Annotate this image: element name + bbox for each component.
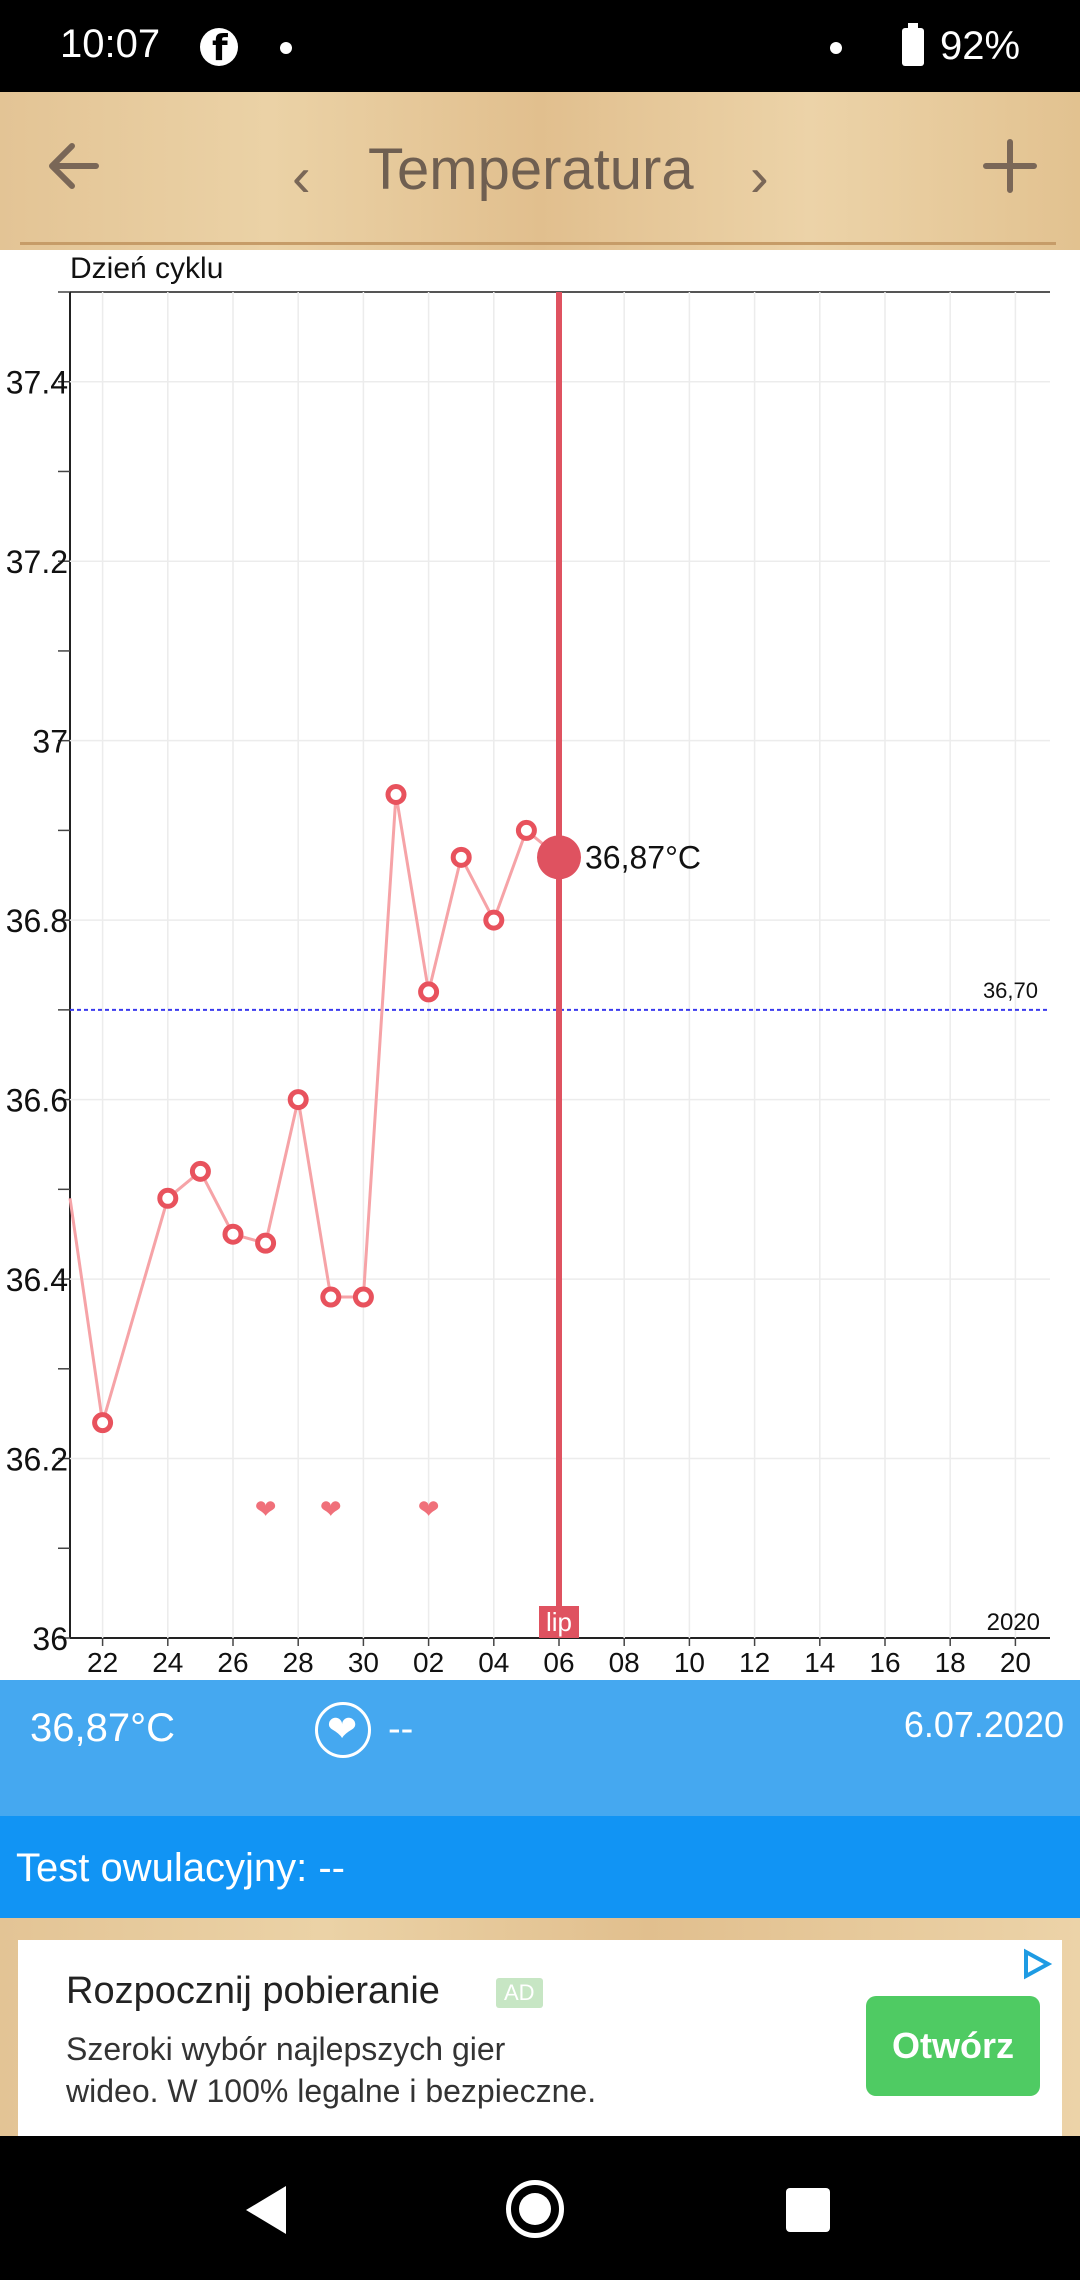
y-tick-label: 37	[32, 724, 68, 760]
ad-description: Szeroki wybór najlepszych gier wideo. W …	[66, 2031, 597, 2109]
x-tick-label: 26	[217, 1647, 248, 1678]
chart-top-label: Dzień cyklu	[70, 252, 223, 285]
temperature-series-line	[68, 794, 560, 1424]
x-tick-label: 20	[1000, 1647, 1031, 1678]
x-tick-label: 24	[152, 1647, 183, 1678]
y-tick-label: 37.4	[6, 365, 68, 401]
temperature-point	[483, 909, 505, 931]
x-tick-label: 12	[739, 1647, 770, 1678]
heart-circle-icon: ❤	[315, 1702, 371, 1758]
y-tick-label: 36.6	[6, 1083, 68, 1119]
page-title: Temperatura	[368, 137, 694, 202]
intercourse-heart-icon: ❤	[418, 1494, 440, 1524]
prev-chevron-icon[interactable]: ‹	[292, 145, 311, 208]
back-arrow-icon[interactable]	[44, 136, 104, 196]
status-time: 10:07	[60, 22, 161, 66]
ad-title: Rozpocznij pobieranie	[66, 1970, 440, 2012]
y-tick-label: 36.8	[6, 903, 68, 939]
temperature-point	[92, 1412, 114, 1434]
y-tick-label: 36	[32, 1621, 68, 1657]
cover-line-label: 36,70	[983, 978, 1038, 1003]
temperature-point	[222, 1223, 244, 1245]
add-icon[interactable]	[980, 136, 1040, 196]
signal-dot-icon	[830, 42, 842, 54]
battery-percent: 92%	[940, 24, 1021, 68]
x-tick-label: 30	[348, 1647, 379, 1678]
ad-card[interactable]: Rozpocznij pobieranie AD Szeroki wybór n…	[18, 1940, 1062, 2136]
ad-open-button[interactable]: Otwórz	[866, 1996, 1040, 2096]
temperature-point	[515, 819, 537, 841]
temperature-point	[320, 1286, 342, 1308]
x-tick-label: 08	[609, 1647, 640, 1678]
nav-home-icon[interactable]	[506, 2180, 564, 2238]
y-tick-label: 37.2	[6, 544, 68, 580]
x-tick-label: 18	[935, 1647, 966, 1678]
selected-day-info-bar[interactable]: 36,87°C ❤ -- 6.07.2020	[0, 1680, 1080, 1816]
ad-badge: AD	[496, 1978, 543, 2008]
selected-date: 6.07.2020	[903, 1704, 1064, 1745]
x-tick-label: 06	[543, 1647, 574, 1678]
ovulation-test-bar[interactable]: Test owulacyjny: --	[0, 1816, 1080, 1918]
temperature-point	[287, 1089, 309, 1111]
intimacy-value: --	[388, 1708, 414, 1750]
ovulation-test-text: Test owulacyjny: --	[16, 1846, 345, 1890]
adchoices-icon[interactable]	[1018, 1946, 1054, 1982]
x-tick-label: 10	[674, 1647, 705, 1678]
notification-dot-icon	[280, 42, 292, 54]
nav-recents-icon[interactable]	[786, 2188, 830, 2232]
ad-banner-container: Rozpocznij pobieranie AD Szeroki wybór n…	[0, 1918, 1080, 2136]
temperature-point	[352, 1286, 374, 1308]
temperature-point	[450, 846, 472, 868]
selected-month-label: lip	[546, 1607, 572, 1637]
intercourse-heart-icon: ❤	[320, 1494, 342, 1524]
selected-month-tag	[539, 1606, 579, 1638]
x-tick-label: 28	[283, 1647, 314, 1678]
x-tick-label: 04	[478, 1647, 509, 1678]
facebook-icon: f	[200, 28, 238, 69]
chart-svg[interactable]: Dzień cyklu 36 36.2 36.4 36.6 36.8 37 37.2 37.4…	[0, 250, 1080, 1680]
x-tick-label: 14	[804, 1647, 835, 1678]
temperature-chart[interactable]: Dzień cyklu 36 36.2 36.4 36.6 36.8 37 37.2 37.4…	[0, 250, 1080, 1680]
selected-point-label: 36,87°C	[585, 839, 701, 875]
app-header: ‹ Temperatura ›	[0, 92, 1080, 250]
selected-temperature: 36,87°C	[30, 1706, 175, 1750]
battery-icon	[902, 23, 924, 66]
year-label: 2020	[987, 1609, 1040, 1636]
header-divider	[20, 242, 1056, 245]
temperature-point	[189, 1160, 211, 1182]
system-nav-bar	[0, 2136, 1080, 2280]
x-tick-label: 22	[87, 1647, 118, 1678]
x-tick-label: 02	[413, 1647, 444, 1678]
temperature-point	[385, 784, 407, 806]
y-tick-label: 36.4	[6, 1262, 68, 1298]
x-tick-label: 16	[869, 1647, 900, 1678]
selected-point[interactable]	[537, 835, 581, 880]
status-bar: 10:07 f 92%	[0, 0, 1080, 92]
temperature-point	[255, 1232, 277, 1254]
temperature-point	[418, 981, 440, 1003]
temperature-point	[157, 1187, 179, 1209]
next-chevron-icon[interactable]: ›	[750, 145, 769, 208]
intercourse-heart-icon: ❤	[255, 1494, 277, 1524]
y-tick-label: 36.2	[6, 1442, 68, 1478]
nav-back-icon[interactable]	[246, 2186, 286, 2234]
